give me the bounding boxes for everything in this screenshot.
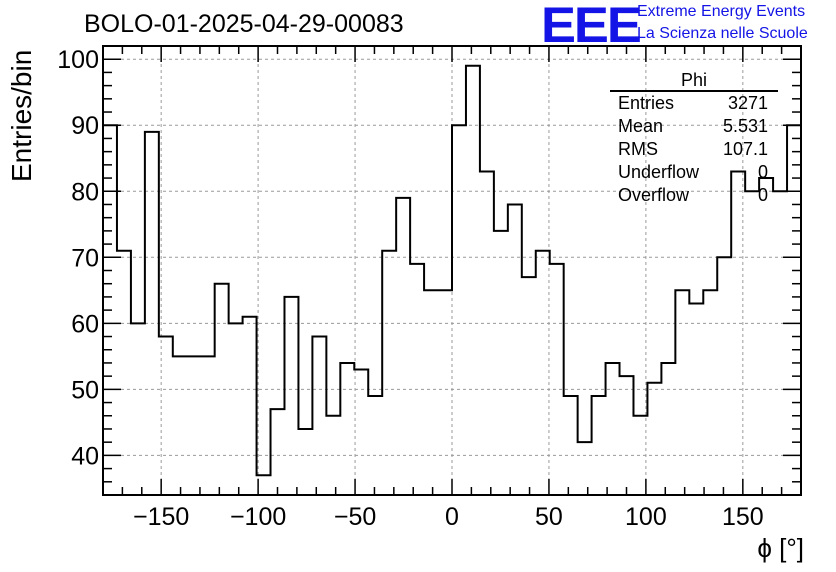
stats-label: Underflow xyxy=(618,162,700,182)
x-tick-label: −50 xyxy=(334,503,376,531)
y-tick-label: 60 xyxy=(71,310,99,338)
x-tick-label: 50 xyxy=(535,503,563,531)
y-tick-label: 100 xyxy=(57,46,99,74)
stats-label: Entries xyxy=(618,93,675,113)
stats-title: Phi xyxy=(610,70,778,92)
x-tick-label: 0 xyxy=(445,503,459,531)
stats-label: RMS xyxy=(618,139,658,159)
x-tick-label: −150 xyxy=(133,503,189,531)
chart-title: BOLO-01-2025-04-29-00083 xyxy=(84,10,404,38)
stats-row-rms: RMS 107.1 xyxy=(610,138,778,161)
y-tick-label: 50 xyxy=(71,376,99,404)
x-tick-label: 150 xyxy=(722,503,764,531)
logo-line-1: Extreme Energy Events xyxy=(637,3,806,20)
stats-row-entries: Entries 3271 xyxy=(610,92,778,115)
y-tick-label: 90 xyxy=(71,112,99,140)
stats-value: 0 xyxy=(757,162,768,182)
stats-label: Overflow xyxy=(618,185,690,205)
stats-box: Phi Entries 3271 Mean 5.531 RMS 107.1 Underflo… xyxy=(610,70,778,207)
x-axis-label: ϕ [°] xyxy=(757,533,804,563)
eee-logo: EEE xyxy=(541,0,642,53)
y-tick-labels: 40 50 60 70 80 90 100 xyxy=(57,46,99,470)
stats-value: 5.531 xyxy=(722,116,768,136)
x-tick-labels: −150 −100 −50 0 50 100 150 xyxy=(133,503,764,531)
plot-frame xyxy=(102,45,802,496)
stats-value: 0 xyxy=(757,185,768,205)
y-tick-label: 70 xyxy=(71,244,99,272)
stats-label: Mean xyxy=(618,116,664,136)
stats-row-overflow: Overflow 0 xyxy=(610,184,778,207)
y-tick-label: 80 xyxy=(71,178,99,206)
x-tick-label: 100 xyxy=(625,503,667,531)
y-tick-label: 40 xyxy=(71,442,99,470)
stats-value: 3271 xyxy=(727,93,768,113)
histogram-series xyxy=(103,64,801,477)
x-tick-label: −100 xyxy=(230,503,286,531)
stats-row-mean: Mean 5.531 xyxy=(610,115,778,138)
stats-value: 107.1 xyxy=(722,139,768,159)
logo-line-2: La Scienza nelle Scuole xyxy=(637,25,808,42)
stats-row-underflow: Underflow 0 xyxy=(610,161,778,184)
y-axis-label: Entries/bin xyxy=(6,49,37,182)
